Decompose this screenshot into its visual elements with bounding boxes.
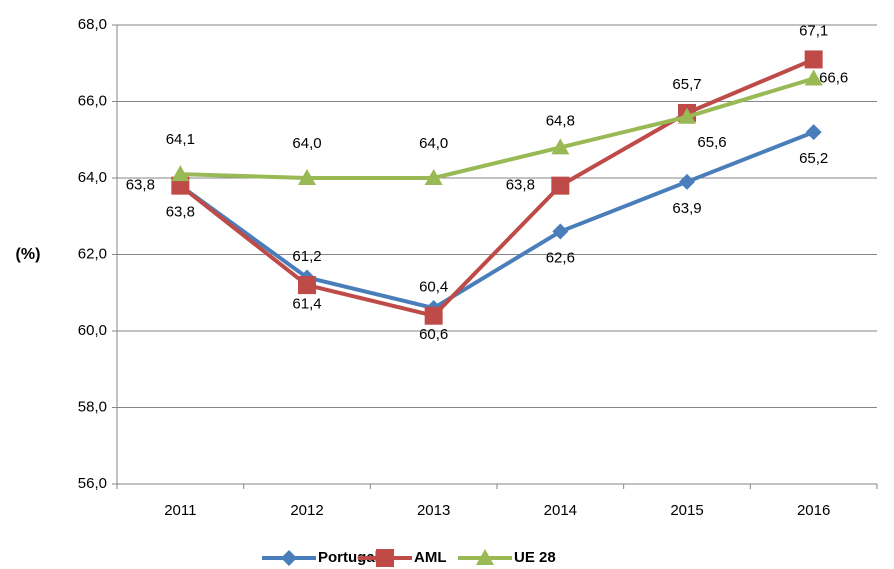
data-label: 63,9: [672, 200, 701, 217]
marker: [424, 169, 443, 185]
marker: [476, 549, 494, 565]
y-tick-label: 64,0: [78, 169, 107, 186]
marker: [804, 50, 823, 69]
data-label: 64,0: [292, 135, 321, 152]
marker: [376, 549, 394, 567]
legend-label: Portugal: [318, 549, 379, 566]
data-label: 63,8: [126, 177, 155, 194]
series-line: [179, 130, 815, 311]
marker: [298, 169, 316, 185]
marker: [298, 276, 316, 295]
y-tick-label: 62,0: [78, 245, 107, 262]
y-tick-label: 60,0: [78, 322, 107, 339]
data-label: 61,2: [292, 248, 321, 265]
data-label: 62,6: [546, 250, 575, 267]
y-tick-label: 66,0: [78, 92, 107, 109]
marker: [551, 138, 570, 155]
marker: [805, 124, 822, 141]
x-tick-label: 2016: [797, 502, 830, 519]
data-label: 65,6: [697, 134, 726, 151]
data-label: 64,0: [419, 135, 448, 152]
data-label: 64,1: [166, 131, 195, 148]
y-axis-label: (%): [16, 246, 41, 263]
marker: [679, 173, 695, 190]
marker: [552, 223, 569, 240]
series-line: [179, 57, 815, 318]
data-label: 65,7: [672, 76, 701, 93]
x-tick-label: 2014: [544, 502, 577, 519]
y-tick-label: 68,0: [78, 16, 107, 33]
marker: [281, 550, 297, 566]
data-label: 61,4: [292, 295, 321, 312]
x-tick-label: 2012: [290, 502, 323, 519]
data-label: 60,4: [419, 279, 448, 296]
marker: [551, 176, 570, 195]
data-label: 66,6: [819, 70, 848, 87]
data-label: 65,2: [799, 150, 828, 167]
marker: [171, 165, 190, 182]
legend-label: UE 28: [514, 549, 556, 566]
data-label: 63,8: [506, 177, 535, 194]
data-label: 60,6: [419, 326, 448, 343]
data-label: 67,1: [799, 22, 828, 39]
x-tick-label: 2011: [164, 502, 196, 519]
y-tick-label: 56,0: [78, 475, 107, 492]
marker: [424, 306, 443, 325]
legend-label: AML: [414, 549, 447, 566]
data-label: 64,8: [546, 112, 575, 129]
series-line: [180, 76, 815, 180]
data-label: 63,8: [166, 204, 195, 221]
y-tick-label: 58,0: [78, 398, 107, 415]
marker: [804, 69, 823, 86]
marker: [678, 107, 696, 124]
x-tick-label: 2013: [417, 502, 450, 519]
x-tick-label: 2015: [670, 502, 703, 519]
